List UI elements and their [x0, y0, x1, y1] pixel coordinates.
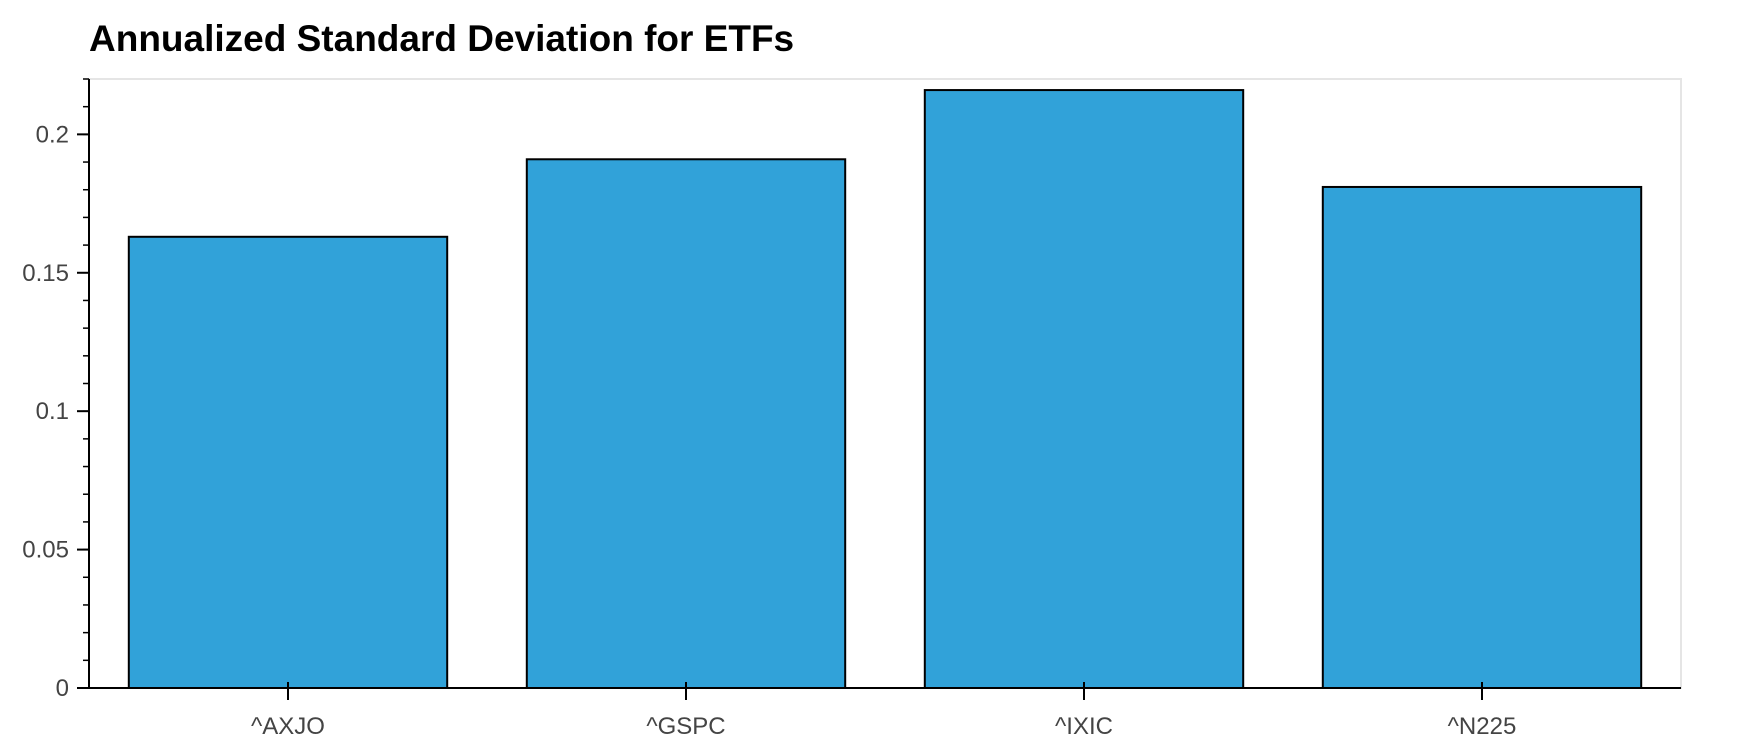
bar-gspc [525, 158, 847, 689]
chart-title: Annualized Standard Deviation for ETFs [89, 18, 795, 59]
y-tick-label: 0 [56, 675, 69, 702]
y-axis: 0 0.05 0.1 0.15 0.2 [22, 78, 90, 702]
y-tick-label: 0.2 [36, 121, 69, 148]
y-tick-label: 0.05 [22, 537, 69, 564]
y-tick-label: 0.1 [36, 398, 69, 425]
x-axis: ^AXJO ^GSPC ^IXIC ^N225 [77, 682, 1681, 740]
x-tick-label: ^AXJO [251, 713, 325, 740]
y-tick-label: 0.15 [22, 260, 69, 287]
bar-ixic [923, 89, 1245, 689]
bar-axjo [127, 235, 449, 689]
x-tick-label: ^N225 [1448, 713, 1517, 740]
bars [127, 89, 1643, 690]
x-tick-label: ^GSPC [646, 713, 725, 740]
x-tick-label: ^IXIC [1055, 713, 1113, 740]
bar-n225 [1321, 185, 1643, 690]
